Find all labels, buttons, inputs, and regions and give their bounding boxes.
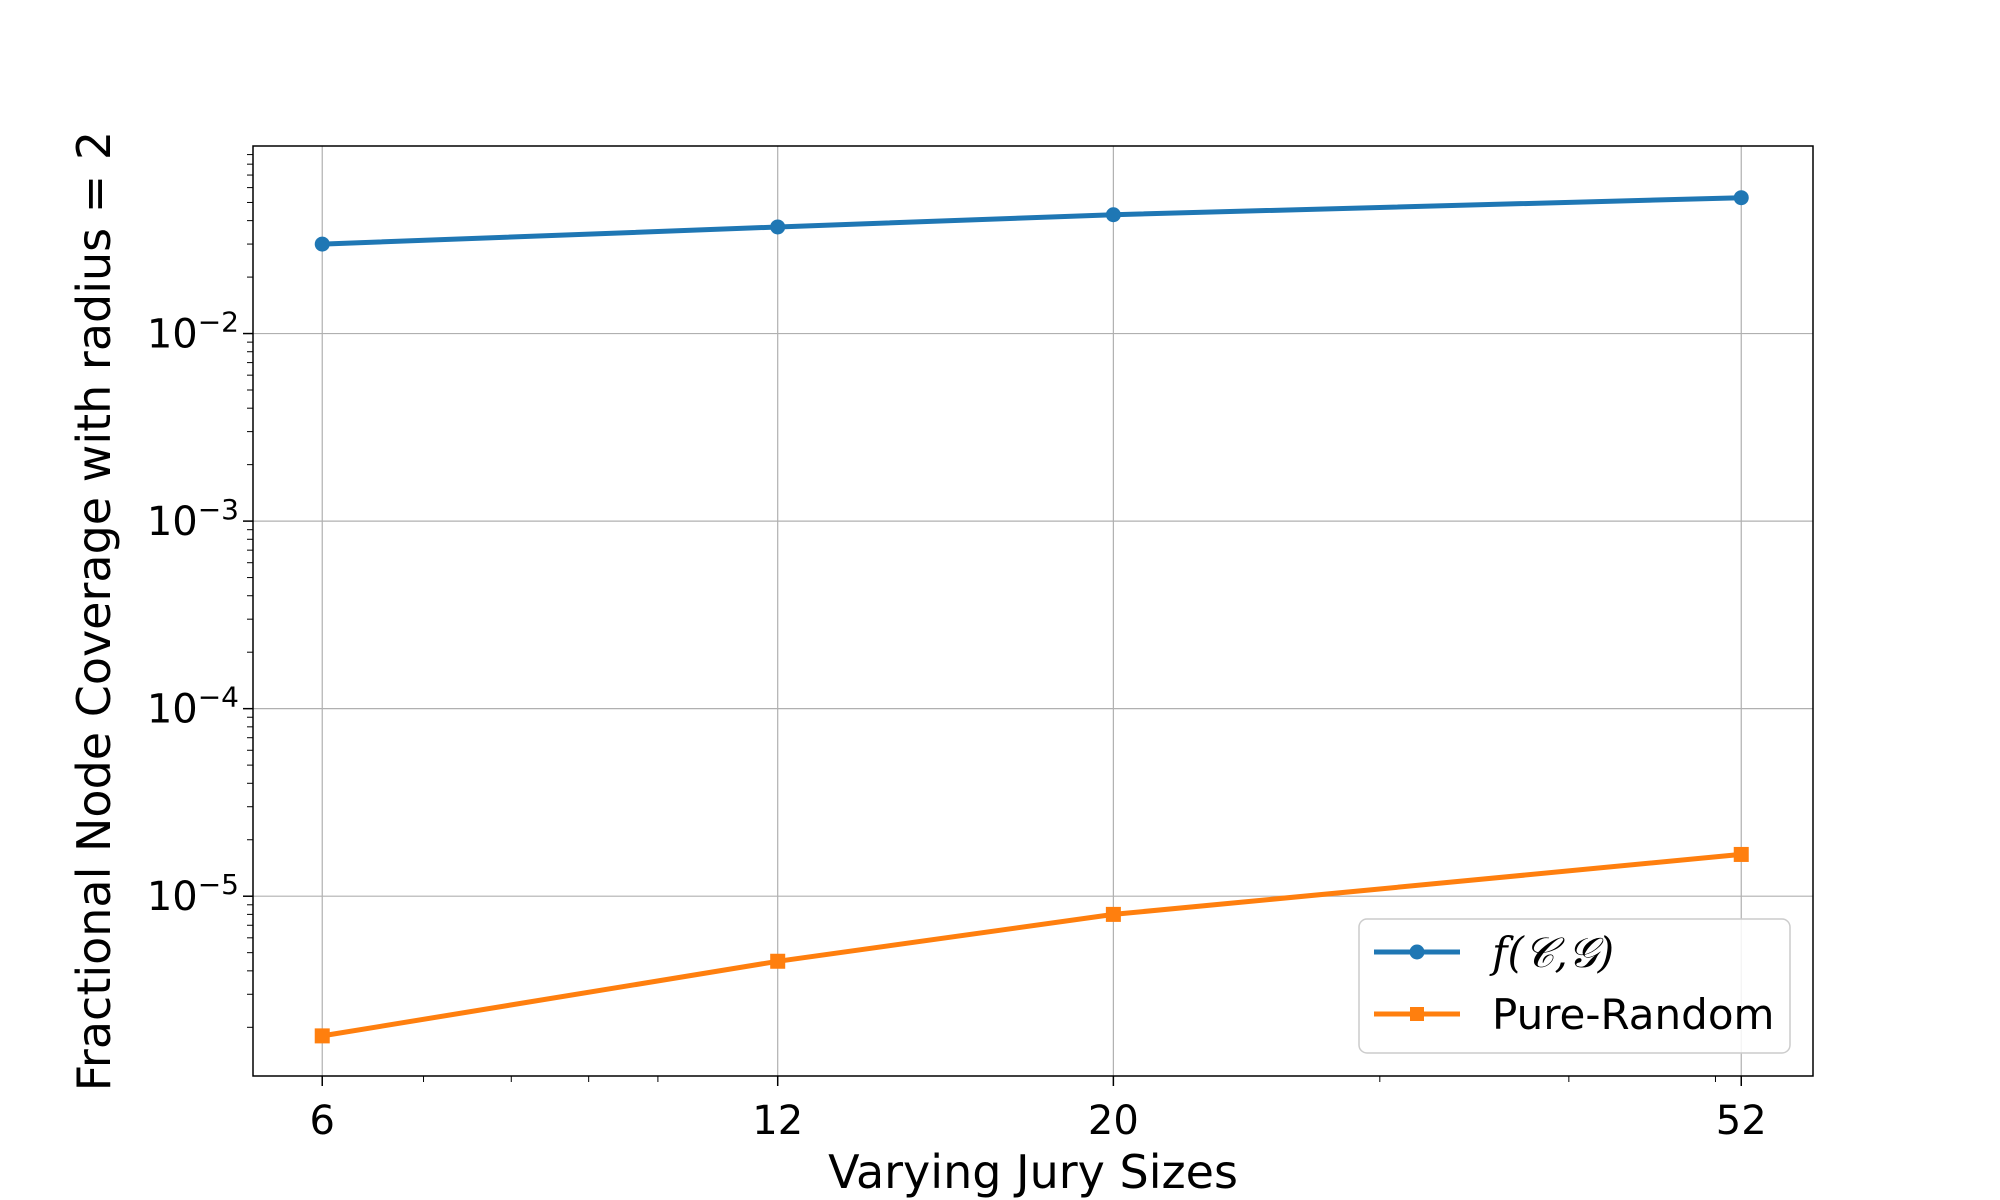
y-tick-label: 10−2: [147, 306, 239, 358]
data-point: [314, 236, 330, 252]
x-tick-label: 52: [1716, 1098, 1767, 1144]
data-point: [1105, 906, 1121, 922]
legend-frame: [1358, 918, 1791, 1054]
plot-frame: [252, 145, 1814, 1077]
data-point: [770, 219, 786, 235]
legend-marker-fcg: [1409, 944, 1425, 960]
x-axis-ticks: 6 12 20 52: [310, 1076, 1767, 1144]
x-tick-label: 6: [310, 1098, 335, 1144]
y-axis-ticks: 10−2 10−3 10−4 10−5: [147, 306, 253, 920]
minor-ticks: [247, 154, 1716, 1082]
y-axis-label: Fractional Node Coverage with radius = 2: [67, 131, 121, 1091]
series-line: [321, 851, 1742, 1039]
series-1: [314, 846, 1749, 1044]
legend: f(𝒞,𝒢) Pure-Random: [1358, 918, 1791, 1054]
legend-label-fcg: f(𝒞,𝒢): [1489, 928, 1614, 977]
y-tick-label: 10−5: [147, 868, 239, 920]
x-tick-label: 20: [1088, 1098, 1139, 1144]
grid-layer: [253, 146, 1813, 1076]
y-tick-label: 10−3: [147, 493, 239, 545]
series-line: [322, 195, 1742, 247]
data-point: [770, 953, 786, 969]
data-point: [1105, 207, 1121, 223]
series-0: [314, 190, 1749, 252]
series-layer: [314, 190, 1749, 1044]
legend-label-pure-random: Pure-Random: [1492, 990, 1774, 1039]
legend-entry-pure-random: Pure-Random: [1374, 990, 1774, 1039]
data-point: [1733, 190, 1749, 206]
data-point: [314, 1028, 330, 1044]
x-tick-label: 12: [752, 1098, 803, 1144]
x-axis-label: Varying Jury Sizes: [828, 1145, 1238, 1199]
legend-entry-fcg: f(𝒞,𝒢): [1374, 928, 1614, 977]
legend-marker-pure-random: [1410, 1007, 1424, 1021]
data-point: [1733, 846, 1749, 862]
y-tick-label: 10−4: [147, 681, 239, 733]
